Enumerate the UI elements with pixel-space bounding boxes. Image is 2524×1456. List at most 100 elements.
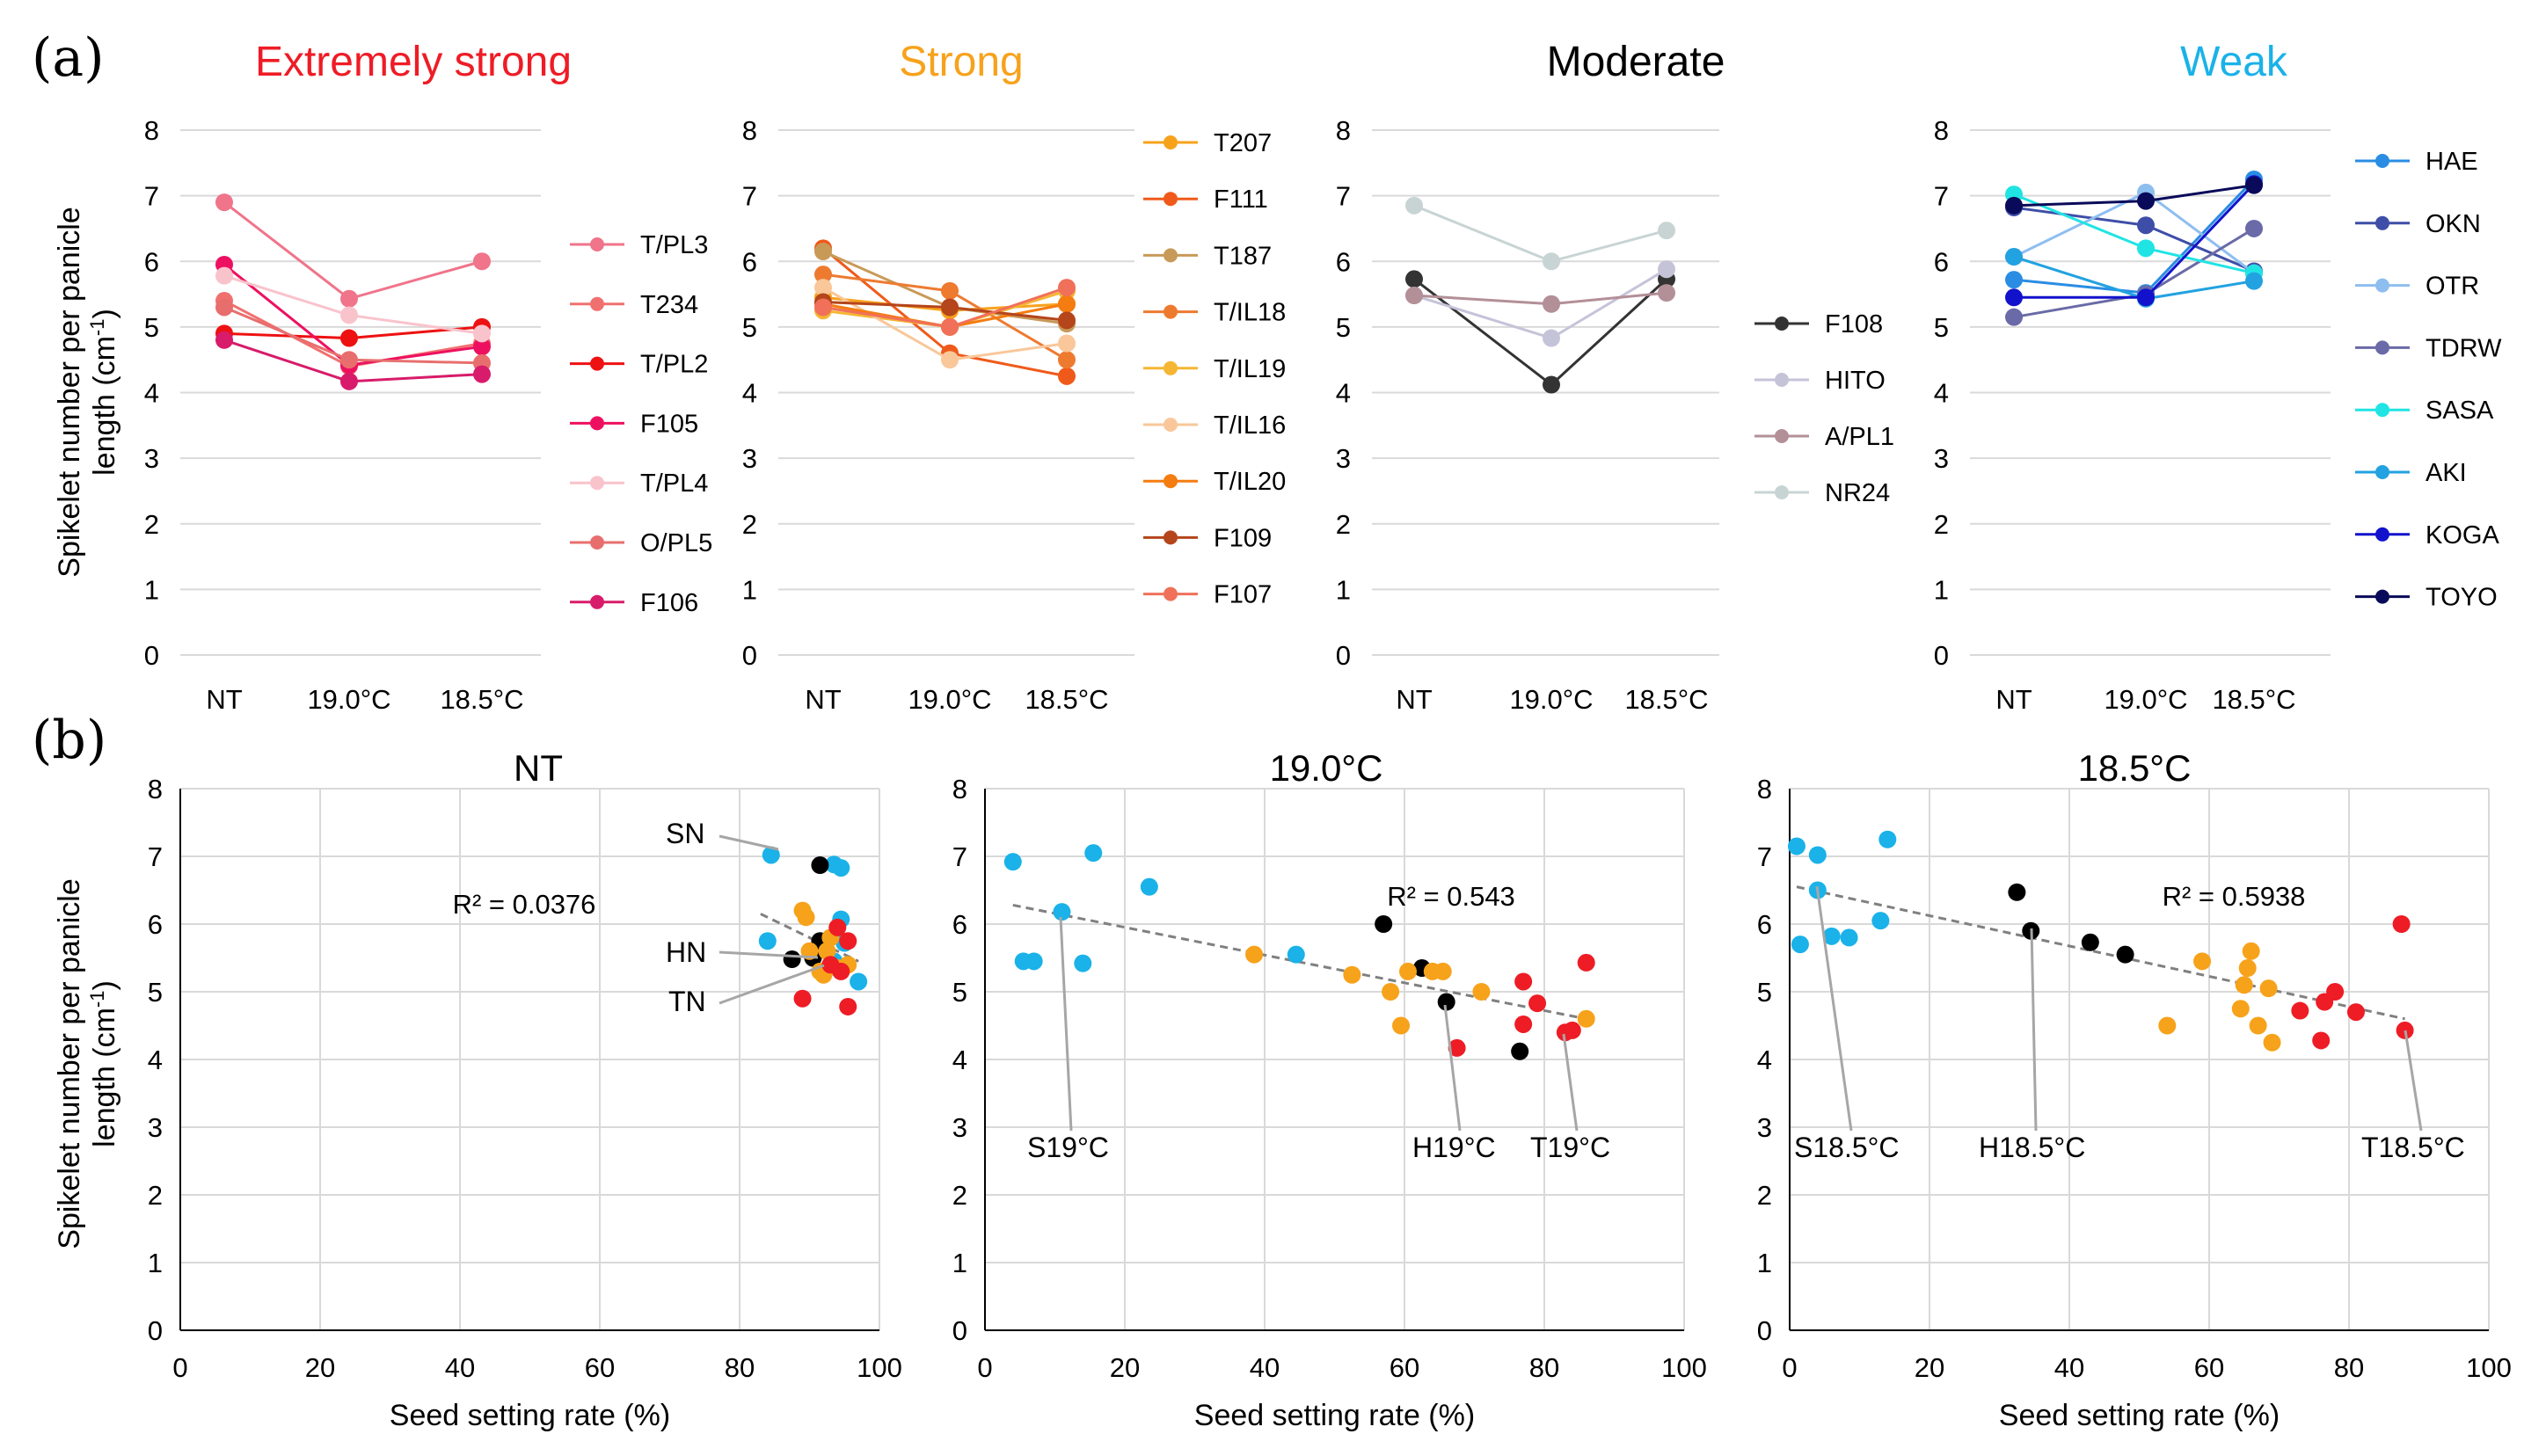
y-tick-label: 1 [148,1248,163,1278]
trendline [1796,885,2405,1021]
data-point [1058,311,1076,330]
scatter-point [2249,1016,2267,1035]
y-tick-label: 4 [1336,378,1351,409]
legend-marker [1775,429,1789,443]
legend-marker [590,535,604,550]
panel-label-a: (a) [32,27,105,89]
y-tick-label: 0 [742,640,757,671]
scatter-point [2326,983,2345,1001]
x-tick-label: 60 [2194,1352,2224,1383]
legend-label: T/PL4 [640,470,708,498]
x-tick-label: 80 [1529,1352,1559,1383]
x-tick-label: 40 [445,1352,475,1383]
r-squared-label: R² = 0.5938 [2163,881,2306,912]
scatter-point [839,932,857,950]
y-tick-label: 8 [742,115,757,146]
legend-marker [590,476,604,491]
annotation-label: SN [666,818,704,849]
y-tick-label: 8 [144,115,159,146]
y-tick-label: 0 [1757,1315,1772,1346]
x-tick-label: 18.5°C [2212,684,2295,715]
legend-label: O/PL5 [640,529,712,557]
chart-title: NT [514,747,563,789]
data-point [2137,288,2155,307]
data-point [215,298,233,317]
scatter-point [1287,945,1305,964]
y-tick-label: 6 [148,909,163,940]
y-tick-label: 3 [1934,443,1949,474]
x-tick-label: 20 [1915,1352,1944,1383]
data-point [1058,295,1076,313]
data-point [1543,375,1560,394]
data-point [1058,351,1076,369]
data-point [941,281,959,300]
y-tick-label: 5 [742,312,757,343]
annotation-leader [719,950,819,959]
scatter-point [1528,994,1547,1013]
data-point [215,193,233,212]
legend-label: SASA [2426,397,2494,425]
line-chart-0: 0 1 2 3 4 5 6 7 8 NT 19.0°C 18.5°C Extremely strong T… [144,39,712,715]
data-point [1658,222,1675,240]
y-tick-label: 2 [742,509,757,540]
y-tick-label: 1 [742,574,757,605]
scatter-point [1448,1038,1466,1057]
scatter-point [1577,1009,1595,1028]
y-tick-label: 2 [952,1180,967,1211]
data-point [473,338,491,356]
scatter-point [1511,1042,1529,1060]
y-tick-label: 6 [144,246,159,277]
y-tick-label: 4 [742,378,757,409]
series-line [223,200,483,301]
y-tick-label: 5 [952,977,967,1008]
y-tick-label: 5 [1757,977,1772,1008]
data-point [1543,329,1560,347]
x-tick-label: 0 [1782,1352,1797,1383]
y-tick-label: 4 [1934,378,1949,409]
chart-title: Strong [899,39,1023,85]
legend-marker [2375,589,2389,604]
annotation-leader [1443,1004,1462,1132]
line-chart-2: 0 1 2 3 4 5 6 7 8 NT 19.0°C 18.5°C Moderate F108 HITO A… [1336,39,1894,715]
data-point [814,243,832,261]
legend-label: HITO [1825,367,1886,395]
scatter-point [762,846,780,864]
series-line [1413,204,1667,263]
legend-label: KOGA [2426,521,2499,550]
y-axis-label-a: Spikelet number per paniclelength (cm-1) [53,207,121,577]
data-point [340,372,358,390]
x-tick-label: 19.0°C [2104,684,2187,715]
chart-title: Weak [2180,39,2288,85]
x-tick-label: 100 [2466,1352,2512,1383]
y-tick-label: 5 [148,977,163,1008]
scatter-point [1791,935,1809,954]
r-squared-label: R² = 0.0376 [453,889,596,920]
scatter-point [1840,928,1858,947]
annotation-leader [2404,1030,2423,1132]
legend-marker [1164,418,1178,432]
scatter-point [1472,983,1491,1001]
y-tick-label: 7 [1336,181,1351,212]
legend-marker [2375,215,2389,230]
y-tick-label: 7 [1757,841,1772,872]
annotation-leader [719,834,779,851]
x-tick-label: 80 [725,1352,755,1383]
y-tick-label: 2 [148,1180,163,1211]
annotation-label: H18.5°C [1979,1132,2085,1163]
scatter-point [2231,1000,2250,1018]
annotation-leader [1562,1033,1579,1132]
data-point [2005,248,2023,266]
x-tick-label: NT [1396,684,1432,715]
scatter-point [2242,942,2260,960]
scatter-point [2158,1016,2177,1035]
x-tick-label: 18.5°C [1624,684,1708,715]
y-tick-label: 0 [1336,640,1351,671]
data-point [473,365,491,383]
data-point [2245,272,2263,290]
y-tick-label: 1 [1934,574,1949,605]
y-tick-label: 8 [1757,774,1772,804]
y-tick-label: 3 [1336,443,1351,474]
y-tick-label: 4 [144,378,159,409]
y-tick-label: 2 [1336,509,1351,540]
